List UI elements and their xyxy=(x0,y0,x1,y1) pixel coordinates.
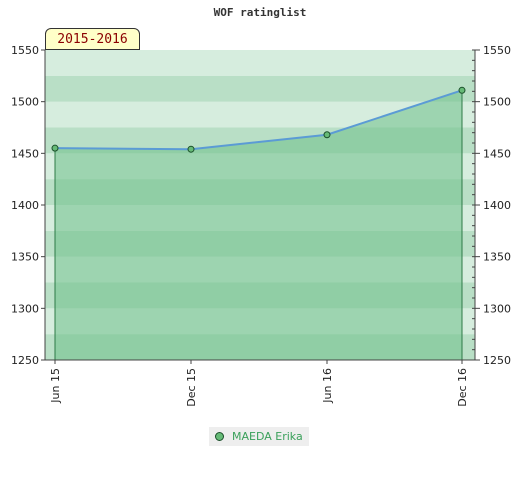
y-tick-label-right: 1550 xyxy=(483,44,511,57)
y-tick-label-right: 1300 xyxy=(483,302,511,315)
x-tick-label: Jun 16 xyxy=(321,368,334,404)
x-tick-label: Dec 15 xyxy=(185,368,198,407)
legend-series-label: MAEDA Erika xyxy=(232,430,303,443)
data-point-dec-15 xyxy=(187,145,195,153)
y-tick-label-right: 1400 xyxy=(483,199,511,212)
x-tick-label: Dec 16 xyxy=(456,368,469,407)
x-tick-label: Jun 15 xyxy=(49,368,62,404)
y-tick-label-right: 1450 xyxy=(483,147,511,160)
y-tick-label-right: 1350 xyxy=(483,251,511,264)
series-area xyxy=(55,90,462,361)
grid-band xyxy=(45,75,475,102)
data-point-jun-15 xyxy=(51,144,59,152)
series-line xyxy=(54,89,463,151)
y-tick-label-left: 1450 xyxy=(11,147,39,160)
y-tick-label-left: 1250 xyxy=(11,354,39,367)
grid-band xyxy=(45,50,475,76)
y-tick-label-left: 1500 xyxy=(11,96,39,109)
y-tick-label-left: 1550 xyxy=(11,44,39,57)
y-tick-label-right: 1250 xyxy=(483,354,511,367)
y-tick-label-right: 1500 xyxy=(483,96,511,109)
y-tick-label-left: 1400 xyxy=(11,199,39,212)
data-point-jun-16 xyxy=(323,131,331,139)
chart-title: WOF ratinglist xyxy=(213,6,307,19)
y-tick-label-left: 1300 xyxy=(11,302,39,315)
y-tick-label-left: 1350 xyxy=(11,251,39,264)
legend[interactable]: MAEDA Erika xyxy=(209,427,309,446)
season-badge: 2015-2016 xyxy=(45,28,140,50)
data-point-dec-16 xyxy=(458,86,466,94)
legend-marker-icon xyxy=(215,432,224,441)
